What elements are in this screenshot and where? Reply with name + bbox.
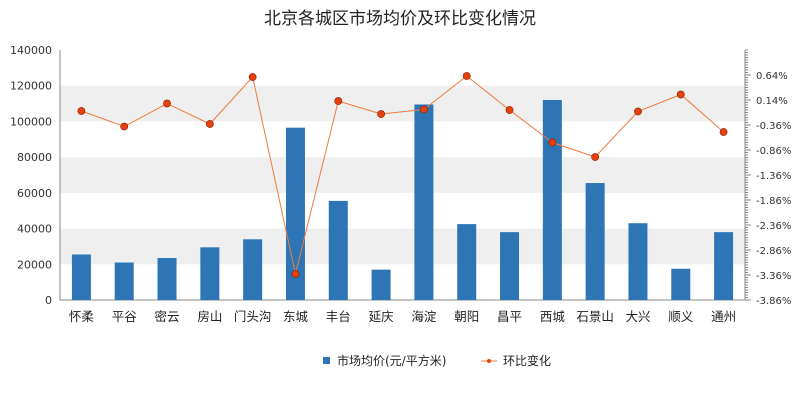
line-point xyxy=(676,90,685,99)
line-point xyxy=(205,120,214,128)
y-right-tick-label: 0.14% xyxy=(756,96,788,107)
bar xyxy=(157,258,177,300)
y-right-tick-label: -0.36% xyxy=(756,121,791,132)
grid-band xyxy=(60,157,745,193)
x-tick-label: 石景山 xyxy=(576,309,614,324)
line-point xyxy=(548,138,557,147)
bar-series xyxy=(71,100,734,300)
grid-band xyxy=(60,121,745,158)
y-right-tick-label: -1.36% xyxy=(756,171,791,182)
bar xyxy=(414,104,434,300)
x-tick-label: 丰台 xyxy=(326,309,351,324)
line-point xyxy=(334,97,343,105)
y-right-tick-label: -2.36% xyxy=(756,221,791,232)
x-tick-label: 房山 xyxy=(197,309,222,324)
y-right-tick-label: -3.86% xyxy=(756,296,791,307)
y-left-tick-label: 40000 xyxy=(17,223,52,236)
bar xyxy=(671,268,691,300)
y-left-tick-label: 100000 xyxy=(10,115,52,128)
x-tick-label: 昌平 xyxy=(497,309,522,324)
bar xyxy=(71,254,91,300)
grid-band xyxy=(60,50,745,86)
line-point xyxy=(77,107,86,115)
y-left-tick-label: 20000 xyxy=(17,258,52,271)
x-tick-label: 东城 xyxy=(283,309,309,324)
bar xyxy=(500,232,520,300)
bar xyxy=(285,127,305,300)
y-right-tick-label: -2.86% xyxy=(756,246,791,257)
y-right-tick-label: -3.36% xyxy=(756,271,791,282)
x-tick-label: 海淀 xyxy=(411,309,437,324)
line-point xyxy=(163,99,171,108)
line-series xyxy=(77,72,728,278)
legend-bar-label: 市场均价(元/平方米) xyxy=(337,353,446,368)
bar xyxy=(114,262,134,300)
line-point xyxy=(291,270,300,278)
line-point xyxy=(120,122,129,131)
x-tick-label: 怀柔 xyxy=(69,309,95,324)
bar xyxy=(200,247,220,300)
line-point xyxy=(462,72,471,80)
bar xyxy=(585,183,605,300)
grid-bands xyxy=(60,50,745,300)
legend-line-marker xyxy=(487,359,491,363)
grid-band xyxy=(60,85,745,122)
legend: 市场均价(元/平方米) 环比变化 xyxy=(323,353,551,368)
axis-labels: 0 20000 40000 60000 80000 100000 120000 140000 -… xyxy=(10,44,791,324)
x-tick-label: 大兴 xyxy=(625,309,650,324)
bar xyxy=(457,224,477,300)
line-point xyxy=(719,128,728,136)
y-left-tick-label: 60000 xyxy=(17,187,52,200)
x-tick-label: 平谷 xyxy=(112,309,138,324)
y-left-tick-label: 80000 xyxy=(17,151,52,164)
bar xyxy=(628,223,648,300)
x-tick-label: 密云 xyxy=(155,309,180,324)
bar xyxy=(243,239,263,300)
chart-title: 北京各城区市场均价及环比变化情况 xyxy=(264,9,536,29)
grid-band xyxy=(60,192,745,229)
x-tick-label: 延庆 xyxy=(369,309,395,324)
line-path xyxy=(81,75,724,275)
legend-line-label: 环比变化 xyxy=(503,353,551,368)
y-right-tick-label: -1.86% xyxy=(756,196,791,207)
line-point xyxy=(377,110,385,118)
y-right-tick-label: 0.64% xyxy=(756,71,788,82)
x-tick-label: 顺义 xyxy=(668,309,694,324)
x-tick-label: 通州 xyxy=(711,309,736,324)
bar xyxy=(371,269,391,300)
legend-bar-swatch xyxy=(323,357,330,364)
bar xyxy=(328,200,348,300)
x-tick-label: 朝阳 xyxy=(454,309,479,324)
x-tick-label: 西城 xyxy=(540,309,566,324)
y-left-tick-label: 0 xyxy=(45,294,52,307)
line-point xyxy=(634,107,642,116)
x-tick-label: 门头沟 xyxy=(234,309,272,324)
y-left-tick-label: 120000 xyxy=(10,80,52,93)
line-point xyxy=(505,106,514,114)
line-point xyxy=(248,73,257,81)
bar xyxy=(714,232,734,300)
y-left-tick-label: 140000 xyxy=(10,44,52,57)
y-right-tick-label: -0.86% xyxy=(756,146,791,157)
line-point xyxy=(420,105,428,114)
bar xyxy=(542,100,562,300)
line-point xyxy=(591,153,600,161)
